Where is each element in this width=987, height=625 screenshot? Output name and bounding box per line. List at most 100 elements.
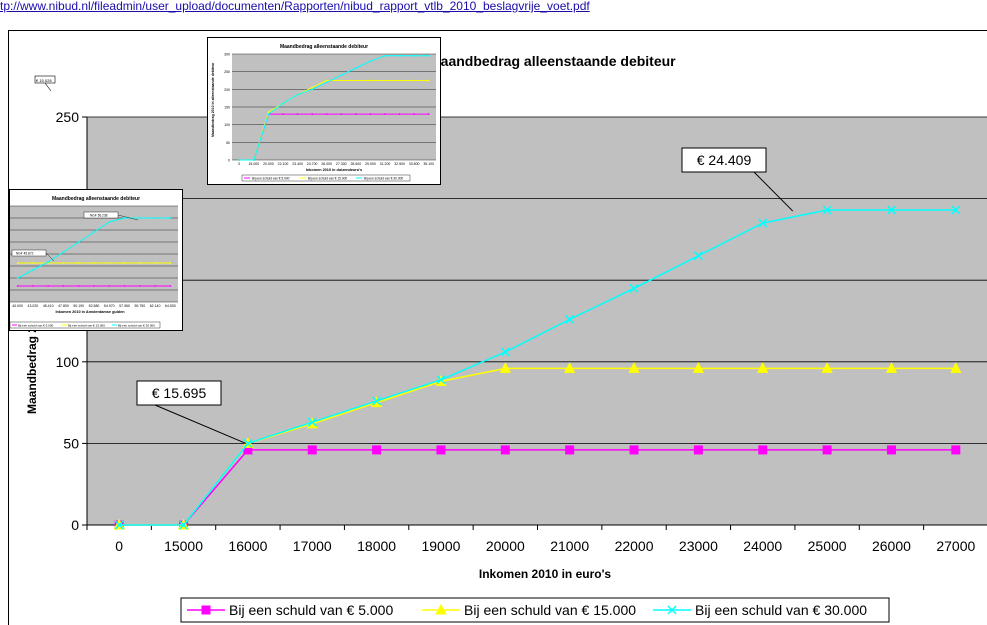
inset-a-point [282,113,284,115]
inset-b-xtick: 52.580 [89,304,100,308]
data-point [307,445,317,455]
inset-a-point [325,81,328,84]
inset-a-point [325,79,328,82]
y-tick-label: 0 [71,517,79,533]
x-tick-label: 0 [115,538,123,554]
data-point [886,445,896,455]
inset-b-point [16,262,19,264]
inset-a-point [267,111,270,114]
inset-b-xtick: 43.020 [28,304,39,308]
data-point [885,362,898,373]
inset-a-ytick: 50 [226,141,230,145]
x-tick-label: 21000 [550,538,589,554]
chart-frame: 0 50 100 250 0 15000 16000 17000 18000 19000 20000… [8,30,987,625]
data-point [822,445,832,455]
inset-b-point [123,262,126,264]
inset-b-point [32,269,34,271]
annotation-callout: € 15.695 [136,380,247,444]
inset-b-point [32,262,34,264]
inset-a-point [238,159,241,161]
inset-b-point [169,217,172,219]
inset-a-xlabel: Inkomen 2010 in duizendeuro's [306,168,362,172]
inset-a-ytick: 150 [224,106,230,110]
inset-a-point [340,74,343,77]
data-point [629,445,639,455]
inset-b-legend [10,321,161,329]
x-tick-label: 24000 [743,538,782,554]
inset-b-point [108,285,111,287]
x-tick-label: 27000 [936,538,975,554]
inset-a-ytick: 0 [228,159,230,163]
inset-b-xtick: 40.000 [12,304,23,308]
small-label: € 15.028 [36,78,52,83]
inset-b-point [77,262,80,264]
small-label-box: € 15.028 [34,75,56,92]
inset-a-point [267,113,270,115]
inset-b-point [154,285,156,287]
page-url-link[interactable]: tp://www.nibud.nl/fileadmin/user_upload/… [0,0,590,13]
inset-a-legend [241,174,411,182]
inset-b-label-mid: NGF 45.872 [16,252,34,256]
inset-b-point [62,262,65,264]
data-point [114,520,124,530]
x-tick-label: 20000 [486,538,525,554]
inset-b-legend-label: Bij een schuld van € 30.000 [118,324,155,328]
inset-b-point [62,285,65,287]
data-point [692,362,705,373]
data-point [758,218,768,228]
inset-b-legend-label: Bij een schuld van € 5.000 [18,324,54,328]
data-point [822,205,832,215]
inset-b-point [47,285,50,287]
data-point [693,445,703,455]
inset-a-point [427,79,430,82]
inset-b-point [62,251,65,253]
legend-marker [201,605,211,615]
inset-b-point [154,217,156,219]
series-line-3 [119,209,956,526]
data-point [564,362,576,373]
data-point [372,445,382,455]
inset-a-series-3 [239,55,429,161]
inset-b-point [93,285,95,287]
inset-a-legend-label: Bij een schuld van € 30.000 [364,177,403,181]
inset-b-xtick: 45.410 [43,304,54,308]
inset-a-ylabel: Maandbedrag 2010 in alleenstaande debite… [211,62,215,137]
inset-b-xtick: 62.140 [150,304,161,308]
x-tick-label: 16000 [228,538,267,554]
inset-a-point [354,79,357,82]
inset-b-point [47,261,50,263]
inset-b-xtick: 50.190 [73,304,84,308]
data-point [758,445,768,455]
inset-a-legend-label: Bij een schuld van € 5.000 [252,177,290,181]
inset-a-ytick: 100 [224,123,230,127]
inset-a-point [384,54,386,57]
y-tick-label: 100 [56,354,80,370]
data-point [565,445,575,455]
inset-a-xtick: 35.100 [423,162,434,166]
inset-chart-a: Maandbedrag alleenstaande debiteur 0 50 100… [207,37,441,185]
annotation-label: € 15.695 [152,385,207,401]
data-point [436,445,446,455]
inset-a-point [296,93,299,96]
inset-b-xtick: 54.970 [104,304,115,308]
inset-b-point [123,285,126,287]
legend-label: Bij een schuld van € 30.000 [695,602,867,618]
inset-b-xtick: 47.800 [58,304,69,308]
inset-b-point [77,285,80,287]
legend-box [180,597,890,623]
x-tick-label: 15000 [164,538,203,554]
data-point [307,417,317,427]
inset-a-series-1 [239,113,429,161]
inset-a-point [369,113,372,115]
inset-a-point [427,54,430,57]
y-tick-label: 250 [56,109,80,125]
inset-a-point [398,79,401,82]
inset-a-point [384,79,386,82]
data-point [951,205,961,215]
inset-a-title: Maandbedrag alleenstaande debiteur [280,44,368,50]
inset-a-point [311,88,314,91]
inset-a-point [398,113,401,115]
inset-b-point [138,217,141,219]
data-point [950,362,962,373]
inset-a-series-2 [239,80,429,161]
